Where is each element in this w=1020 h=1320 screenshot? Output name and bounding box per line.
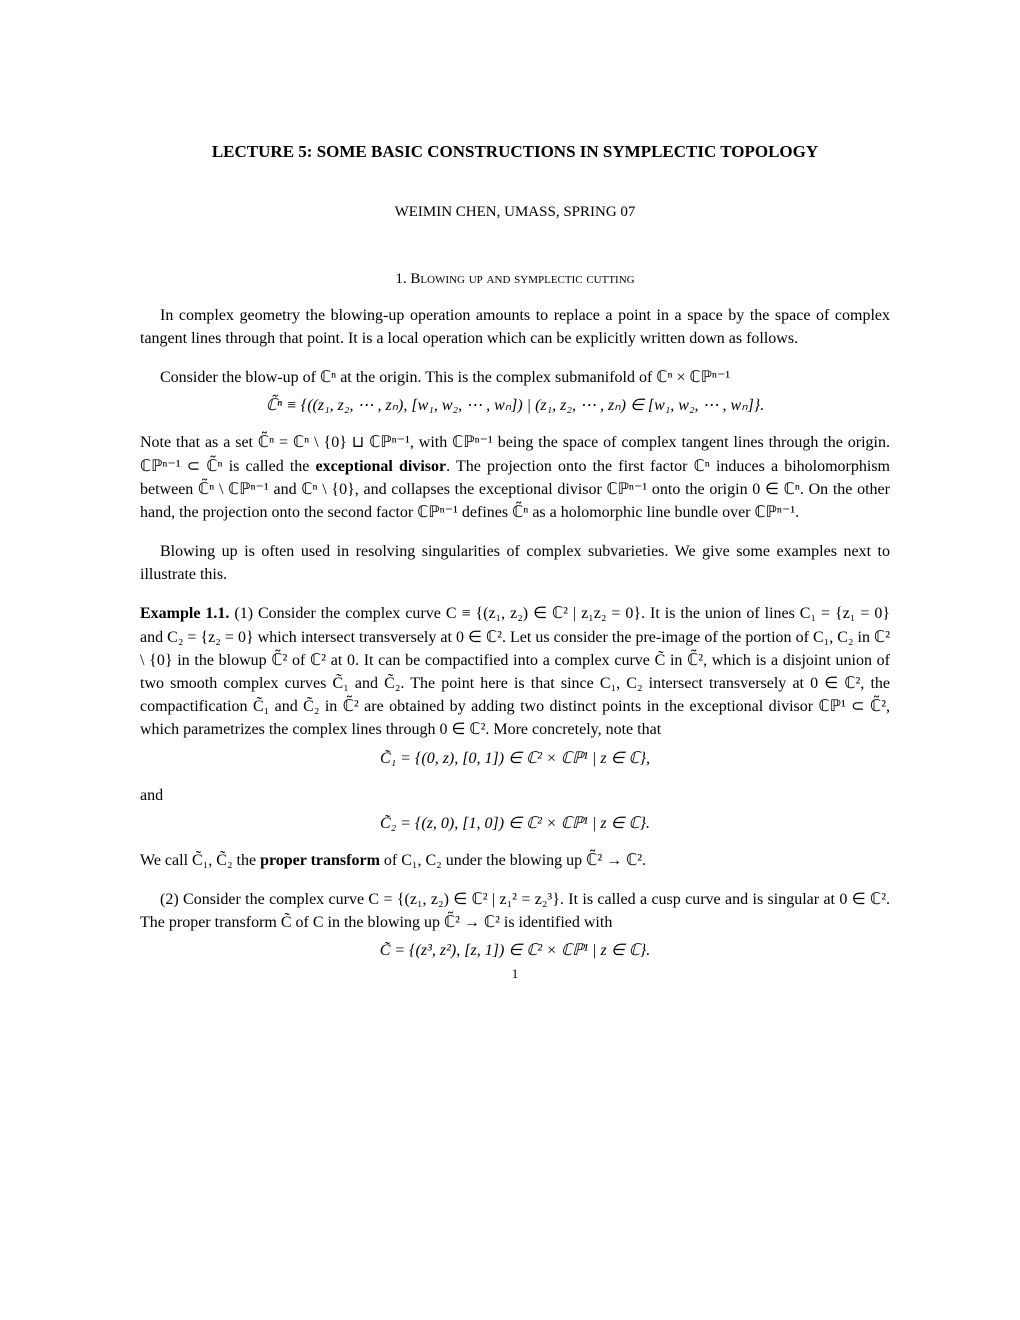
paragraph-proper-transform: We call C̃₁, C̃₂ the proper transform of… bbox=[140, 849, 890, 872]
term-proper-transform: proper transform bbox=[260, 852, 380, 869]
paragraph-resolving: Blowing up is often used in resolving si… bbox=[140, 540, 890, 586]
equation-blowup-def: ℂ̃ⁿ ≡ {((z₁, z₂, ⋯ , zₙ), [w₁, w₂, ⋯ , w… bbox=[140, 395, 890, 415]
equation-cusp-transform: C̃ = {(z³, z²), [z, 1]) ∈ ℂ² × ℂℙ¹ | z ∈… bbox=[140, 940, 890, 960]
paragraph-cusp-curve: (2) Consider the complex curve C = {(z₁,… bbox=[140, 888, 890, 934]
example-label: Example 1.1. bbox=[140, 605, 229, 622]
text-fragment: of C₁, C₂ under the blowing up ℂ̃² → ℂ². bbox=[380, 852, 646, 869]
term-exceptional-divisor: exceptional divisor bbox=[316, 458, 447, 475]
lecture-title: LECTURE 5: SOME BASIC CONSTRUCTIONS IN S… bbox=[140, 140, 890, 164]
example-block: Example 1.1. (1) Consider the complex cu… bbox=[140, 602, 890, 741]
equation-c1-tilde: C̃₁ = {(0, z), [0, 1]) ∈ ℂ² × ℂℙ¹ | z ∈ … bbox=[140, 748, 890, 768]
paragraph-intro: In complex geometry the blowing-up opera… bbox=[140, 304, 890, 350]
text-fragment: We call C̃₁, C̃₂ the bbox=[140, 852, 260, 869]
and-connector: and bbox=[140, 784, 890, 807]
paragraph-exceptional-divisor: Note that as a set ℂ̃ⁿ = ℂⁿ \ {0} ⊔ ℂℙⁿ⁻… bbox=[140, 431, 890, 524]
section-heading: 1. Blowing up and symplectic cutting bbox=[140, 271, 890, 288]
page-number: 1 bbox=[140, 966, 890, 982]
author-line: WEIMIN CHEN, UMASS, SPRING 07 bbox=[140, 204, 890, 221]
page-content: LECTURE 5: SOME BASIC CONSTRUCTIONS IN S… bbox=[0, 0, 1020, 1042]
paragraph-blowup-def: Consider the blow-up of ℂⁿ at the origin… bbox=[140, 366, 890, 389]
example-body: (1) Consider the complex curve C ≡ {(z₁,… bbox=[140, 605, 890, 738]
equation-c2-tilde: C̃₂ = {(z, 0), [1, 0]) ∈ ℂ² × ℂℙ¹ | z ∈ … bbox=[140, 813, 890, 833]
